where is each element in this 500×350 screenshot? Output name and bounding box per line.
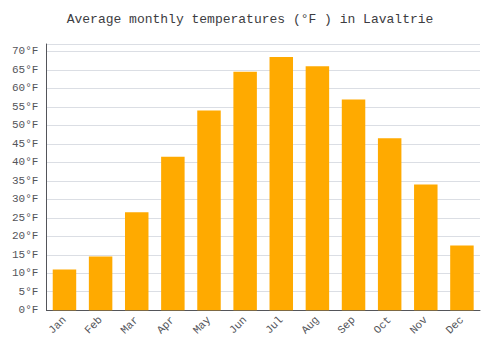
svg-text:15°F: 15°F	[12, 249, 38, 261]
svg-text:Aug: Aug	[299, 314, 321, 336]
svg-text:Nov: Nov	[408, 314, 431, 337]
svg-text:Apr: Apr	[155, 314, 177, 336]
svg-text:5°F: 5°F	[19, 286, 39, 298]
svg-text:30°F: 30°F	[12, 193, 38, 205]
svg-text:0°F: 0°F	[19, 304, 39, 316]
svg-text:Jun: Jun	[227, 314, 249, 336]
svg-text:70°F: 70°F	[12, 45, 38, 57]
svg-text:Average monthly temperatures (: Average monthly temperatures (°F ) in La…	[67, 12, 434, 27]
svg-text:45°F: 45°F	[12, 138, 38, 150]
svg-text:65°F: 65°F	[12, 64, 38, 76]
svg-text:25°F: 25°F	[12, 212, 38, 224]
svg-text:Jan: Jan	[46, 314, 68, 336]
svg-text:40°F: 40°F	[12, 156, 38, 168]
svg-text:20°F: 20°F	[12, 230, 38, 242]
svg-text:Jul: Jul	[263, 314, 285, 336]
svg-text:May: May	[191, 314, 214, 337]
svg-text:60°F: 60°F	[12, 82, 38, 94]
svg-text:50°F: 50°F	[12, 119, 38, 131]
svg-text:55°F: 55°F	[12, 101, 38, 113]
svg-text:Feb: Feb	[82, 314, 104, 336]
svg-text:Sep: Sep	[335, 314, 357, 336]
svg-text:10°F: 10°F	[12, 267, 38, 279]
svg-text:Mar: Mar	[119, 314, 141, 336]
svg-text:Oct: Oct	[371, 314, 393, 336]
svg-text:Dec: Dec	[444, 314, 466, 336]
svg-text:35°F: 35°F	[12, 175, 38, 187]
